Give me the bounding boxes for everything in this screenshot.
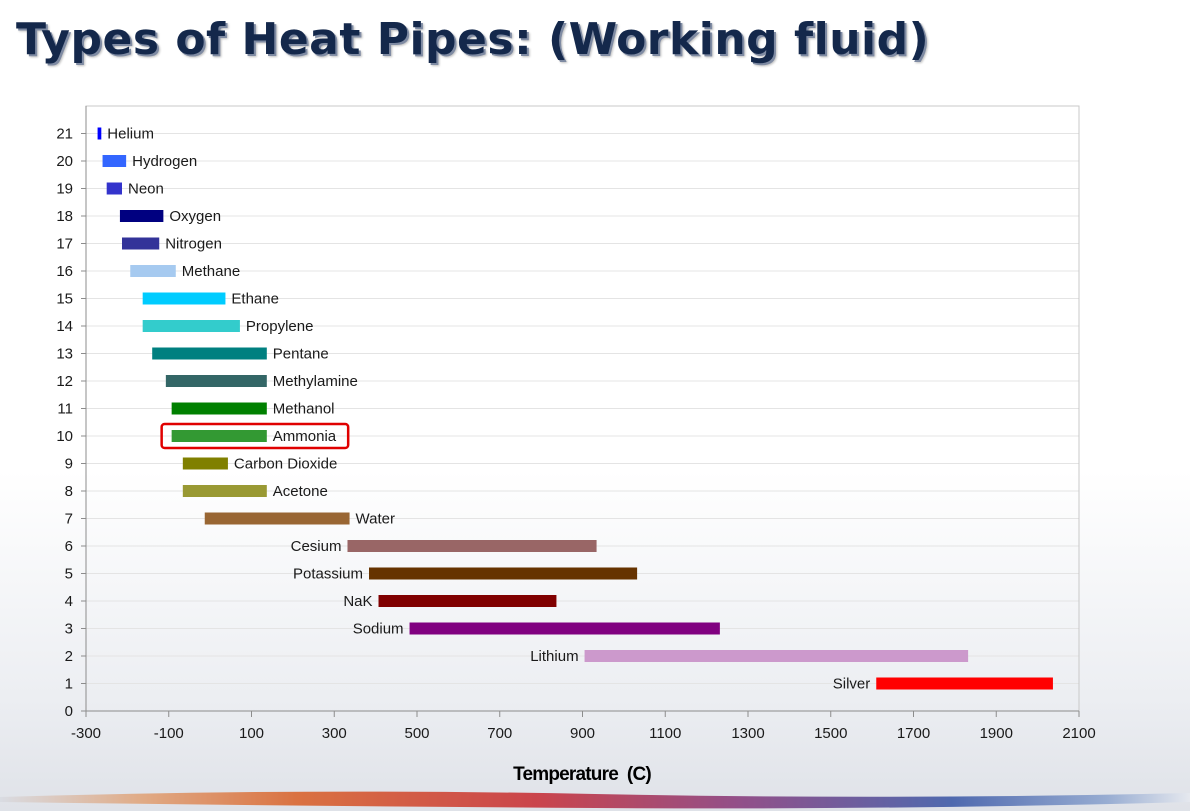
y-tick-label: 9 [65, 456, 73, 473]
y-tick-label: 0 [65, 703, 73, 720]
y-tick-label: 14 [56, 318, 73, 335]
bar-silver [876, 677, 1053, 690]
y-tick-label: 8 [65, 483, 73, 500]
y-tick-label: 13 [56, 346, 73, 363]
y-tick-label: 7 [65, 511, 73, 528]
y-tick-label: 19 [56, 181, 73, 198]
label-water: Water [356, 511, 395, 528]
label-nitrogen: Nitrogen [165, 236, 222, 253]
label-neon: Neon [128, 181, 164, 198]
x-tick-label: 1100 [649, 725, 681, 742]
label-carbon-dioxide: Carbon Dioxide [234, 456, 337, 473]
label-ammonia: Ammonia [273, 428, 337, 445]
x-tick-label: 100 [239, 725, 264, 742]
bar-acetone [182, 485, 267, 497]
x-tick-label: -100 [154, 725, 184, 742]
bar-carbon-dioxide [182, 457, 228, 470]
y-tick-label: 17 [56, 236, 73, 253]
highlight-box-ammonia [160, 422, 350, 450]
bar-water [204, 512, 350, 525]
label-ethane: Ethane [231, 291, 279, 308]
label-oxygen: Oxygen [169, 208, 221, 225]
label-potassium: Potassium [293, 566, 363, 583]
x-tick-label: 300 [322, 725, 347, 742]
label-methylamine: Methylamine [273, 373, 358, 390]
x-tick-label: 1300 [731, 725, 764, 742]
slide-title: Types of Heat Pipes: (Working fluid) [16, 14, 930, 65]
bar-neon [106, 182, 122, 195]
y-tick-label: 15 [56, 291, 73, 308]
footer-decoration-band [0, 791, 1190, 809]
bar-nitrogen [121, 237, 160, 250]
bar-cesium [347, 540, 597, 552]
bar-methylamine [165, 375, 267, 387]
bar-nak [378, 595, 557, 607]
x-tick-label: 2100 [1062, 725, 1095, 742]
x-tick-label: -300 [71, 725, 101, 742]
bar-sodium [409, 622, 720, 635]
bar-potassium [369, 567, 638, 580]
label-cesium: Cesium [291, 538, 342, 555]
bar-lithium [584, 650, 969, 662]
bar-oxygen [119, 210, 164, 222]
x-tick-label: 1700 [897, 725, 930, 742]
bar-propylene [142, 320, 240, 332]
x-axis-ticks: -300 -100 100 300 500 700 900 1100 1300 1500 1700 1… [71, 711, 1096, 742]
range-bars [97, 127, 1053, 690]
y-tick-label: 3 [65, 621, 73, 638]
y-tick-label: 11 [57, 401, 73, 418]
label-hydrogen: Hydrogen [132, 153, 197, 170]
label-propylene: Propylene [246, 318, 314, 335]
y-tick-label: 2 [65, 648, 73, 665]
y-tick-label: 16 [56, 263, 73, 280]
fluid-labels: Helium Hydrogen Neon Oxygen Nitrogen Methane E… [107, 126, 870, 693]
x-tick-label: 1900 [980, 725, 1013, 742]
y-tick-label: 18 [56, 208, 73, 225]
label-methanol: Methanol [273, 401, 335, 418]
label-lithium: Lithium [530, 648, 578, 665]
bar-methane [130, 265, 176, 277]
bar-ethane [142, 292, 226, 305]
y-tick-label: 5 [65, 566, 73, 583]
bar-hydrogen [102, 155, 127, 167]
label-pentane: Pentane [273, 346, 329, 363]
y-tick-label: 4 [65, 593, 73, 610]
y-tick-label: 6 [65, 538, 73, 555]
highlight-layer [160, 422, 350, 450]
x-tick-label: 900 [570, 725, 595, 742]
y-tick-label: 12 [56, 373, 73, 390]
bar-methanol [171, 402, 267, 415]
x-tick-label: 1500 [814, 725, 847, 742]
label-helium: Helium [107, 126, 154, 143]
y-tick-label: 21 [56, 126, 73, 143]
label-methane: Methane [182, 263, 240, 280]
bar-ammonia [171, 430, 267, 442]
x-tick-label: 500 [404, 725, 429, 742]
label-acetone: Acetone [273, 483, 328, 500]
y-tick-label: 10 [56, 428, 73, 445]
y-tick-label: 1 [65, 676, 73, 693]
label-sodium: Sodium [353, 621, 404, 638]
x-axis-title: Temperature (C) [513, 764, 651, 785]
x-tick-label: 700 [487, 725, 512, 742]
bar-pentane [152, 347, 267, 360]
label-silver: Silver [833, 676, 871, 693]
y-tick-label: 20 [56, 153, 73, 170]
label-nak: NaK [343, 593, 372, 610]
bar-helium [97, 127, 102, 140]
